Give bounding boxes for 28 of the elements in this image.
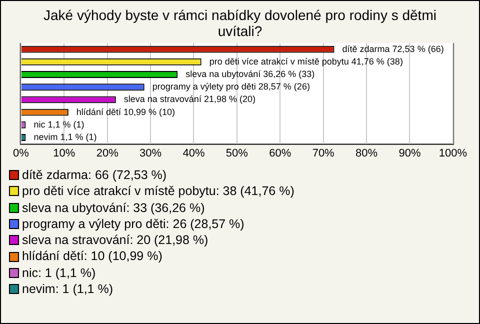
text: nic: 1 (1,1 %) (22, 264, 96, 282)
x-tick-label: 10% (53, 147, 76, 160)
x-tick-label: 60% (269, 147, 292, 160)
category-label: sleva na ubytování 36,26 % (33) (186, 68, 315, 79)
x-tick-label: 30% (140, 147, 162, 160)
x-tick-label: 90% (398, 147, 421, 160)
x-tick-label: 70% (312, 147, 335, 160)
text: dítě zdarma: 66 (72,53 %) (22, 167, 167, 184)
text: pro děti více atrakcí v místě pobytu: 38 (41,76 %) (22, 183, 294, 200)
category-label: nevim 1,1 % (1) (34, 132, 97, 142)
x-tick-label: 80% (356, 147, 378, 160)
x-tick-label: 50% (226, 147, 248, 160)
x-tick-label: 0% (12, 147, 30, 160)
category-label: dítě zdarma 72,53 % (66) (342, 44, 444, 54)
x-tick-label: 20% (96, 147, 119, 160)
text: programy a výlety pro děti: 26 (28,57 %) (22, 216, 244, 232)
text: nevim: 1 (1,1 %) (22, 281, 114, 298)
text: sleva na stravování: 20 (21,98 %) (22, 232, 208, 248)
category-label: programy a výlety pro děti 28,57 % (26) (152, 82, 310, 92)
category-label: sleva na stravování 21,98 % (20) (124, 94, 256, 104)
category-label: pro děti více atrakcí v místě pobytu 41,76 % (38) (209, 56, 403, 66)
category-label: nic 1,1 % (1) (34, 119, 84, 130)
chart-title: Jaké výhody byste v rámci nabídky dovolené pro rodiny s dětmi uvítali? (42, 6, 438, 41)
category-label: hlídání dětí 10,99 % (10) (76, 106, 175, 117)
text: hlídání dětí: 10 (10,99 %) (22, 248, 162, 265)
x-tick-label: 40% (182, 147, 205, 160)
x-tick-label: 100% (438, 147, 468, 160)
text: sleva na ubytování: 33 (36,26 %) (22, 200, 205, 216)
